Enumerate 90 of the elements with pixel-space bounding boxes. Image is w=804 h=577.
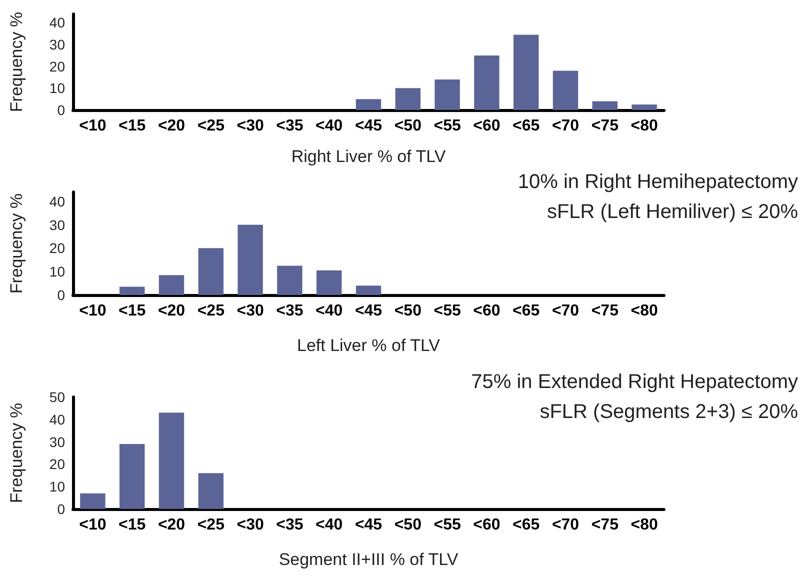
bar <box>119 286 145 295</box>
x-tick-label: <20 <box>158 516 186 534</box>
x-tick-label: <75 <box>591 516 619 534</box>
x-tick-label: <70 <box>552 118 580 134</box>
x-tick-label: <35 <box>276 118 304 134</box>
bar <box>356 286 382 295</box>
bar <box>158 412 184 509</box>
y-tick-label: 40 <box>49 193 66 210</box>
y-tick-label: 0 <box>57 287 66 303</box>
bar <box>80 493 106 509</box>
x-tick-label: <75 <box>591 302 619 320</box>
x-tick-label: <65 <box>512 516 540 534</box>
y-tick-label: 20 <box>49 240 66 256</box>
annotation: sFLR (Left Hemiliver) ≤ 20% <box>546 201 798 223</box>
x-tick-label: <25 <box>197 302 225 320</box>
y-tick-label: 30 <box>49 36 66 53</box>
x-tick-label: <15 <box>118 516 146 534</box>
y-tick-label: 30 <box>49 434 66 450</box>
bar <box>356 99 382 110</box>
y-tick-label: 20 <box>49 456 66 472</box>
x-tick-label: <70 <box>552 302 580 320</box>
x-tick-label: <45 <box>354 302 382 320</box>
x-tick-label: <25 <box>197 516 225 534</box>
x-tick-label: <40 <box>316 516 343 534</box>
x-tick-label: <80 <box>630 302 658 320</box>
bar <box>434 79 460 110</box>
bar <box>395 88 421 110</box>
x-axis-title: Right Liver % of TLV <box>291 147 446 166</box>
x-tick-label: <20 <box>158 118 186 134</box>
y-axis-title: Frequency % <box>7 12 26 112</box>
bar <box>119 444 145 509</box>
x-axis-title: Left Liver % of TLV <box>297 336 441 355</box>
x-tick-label: <70 <box>552 516 580 534</box>
x-tick-label: <65 <box>512 118 540 134</box>
text: 75% in Extended Right Hepatectomy <box>471 371 798 393</box>
bar <box>277 266 302 295</box>
y-tick-label: 10 <box>49 264 66 280</box>
y-tick-label: 10 <box>49 80 66 96</box>
x-tick-label: <10 <box>79 302 106 320</box>
bar <box>316 270 342 295</box>
x-tick-label: <50 <box>394 302 422 320</box>
x-tick-label: <40 <box>316 302 343 320</box>
x-tick-label: <55 <box>434 302 461 320</box>
annotation: sFLR (Segments 2+3) ≤ 20% <box>540 401 798 423</box>
x-tick-label: <15 <box>118 302 146 320</box>
bar <box>632 104 657 110</box>
bar <box>198 248 224 295</box>
x-tick-label: <60 <box>473 118 500 134</box>
bar <box>513 34 539 110</box>
y-tick-label: 10 <box>49 478 66 495</box>
x-tick-label: <20 <box>158 302 186 320</box>
bar <box>552 70 578 110</box>
x-tick-label: <15 <box>118 118 146 134</box>
y-tick-label: 40 <box>49 411 66 428</box>
x-tick-label: <60 <box>473 302 500 320</box>
y-tick-label: 0 <box>57 501 66 517</box>
x-tick-label: <30 <box>236 302 264 320</box>
bar <box>198 473 224 509</box>
x-tick-label: <30 <box>236 118 264 134</box>
x-tick-label: <30 <box>236 516 264 534</box>
y-tick-label: 20 <box>49 58 66 74</box>
x-tick-label: <35 <box>276 302 304 320</box>
x-tick-label: <45 <box>354 516 382 534</box>
x-tick-label: <65 <box>512 302 540 320</box>
x-tick-label: <60 <box>473 516 500 534</box>
bar <box>474 55 500 110</box>
x-tick-label: <35 <box>276 516 304 534</box>
x-tick-label: <75 <box>591 118 619 134</box>
x-tick-label: <80 <box>630 118 658 134</box>
x-tick-label: <55 <box>434 516 461 534</box>
x-tick-label: <45 <box>354 118 382 134</box>
y-axis-title: Frequency % <box>7 193 26 294</box>
x-tick-label: <40 <box>316 118 343 134</box>
x-axis-title: Segment II+III % of TLV <box>278 550 459 569</box>
y-tick-label: 50 <box>49 389 66 405</box>
x-tick-label: <50 <box>394 516 422 534</box>
x-tick-label: <25 <box>197 118 225 134</box>
x-tick-label: <10 <box>79 118 106 134</box>
y-tick-label: 40 <box>49 14 66 31</box>
bar <box>238 224 263 295</box>
x-tick-label: <55 <box>434 118 461 134</box>
x-tick-label: <50 <box>394 118 422 134</box>
annotation: 10% in Right Hemihepatectomy <box>518 171 798 193</box>
bar <box>592 101 618 110</box>
x-tick-label: <10 <box>79 516 106 534</box>
y-tick-label: 30 <box>49 216 66 233</box>
y-axis-title: Frequency % <box>7 402 26 504</box>
bar <box>158 275 184 295</box>
x-tick-label: <80 <box>630 516 658 534</box>
y-tick-label: 0 <box>57 102 66 118</box>
